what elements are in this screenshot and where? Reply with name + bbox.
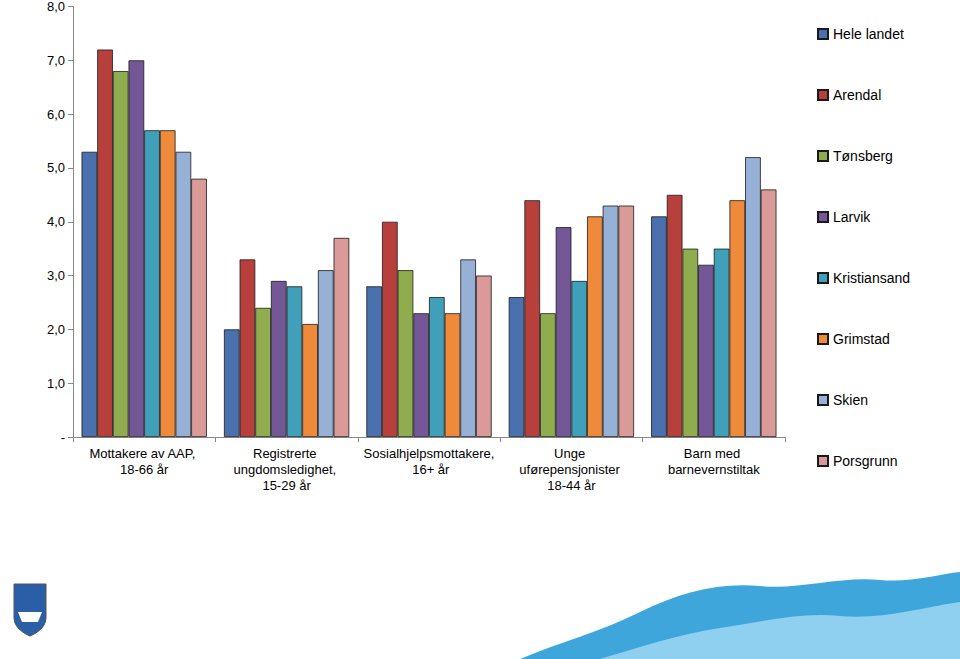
svg-text:uførepensjonister: uførepensjonister — [519, 462, 623, 477]
svg-text:Barn med: Barn med — [684, 446, 744, 461]
svg-text:Mottakere av AAP,: Mottakere av AAP, — [89, 446, 199, 461]
svg-text:3,0: 3,0 — [47, 268, 65, 283]
svg-text:Porsgrunn: Porsgrunn — [833, 453, 898, 469]
svg-text:-: - — [61, 430, 65, 445]
svg-text:16+ år: 16+ år — [409, 462, 451, 477]
svg-text:Sosialhjelpsmottakere,: Sosialhjelpsmottakere, — [364, 446, 495, 461]
svg-text:6,0: 6,0 — [47, 107, 65, 122]
svg-text:7,0: 7,0 — [47, 53, 65, 68]
svg-text:barnevernstiltak: barnevernstiltak — [668, 462, 760, 477]
svg-text:Unge: Unge — [554, 446, 589, 461]
svg-text:Tønsberg: Tønsberg — [833, 148, 893, 164]
svg-text:4,0: 4,0 — [47, 214, 65, 229]
svg-text:Hele landet: Hele landet — [833, 26, 904, 42]
svg-text:Registrerte: Registrerte — [253, 446, 320, 461]
svg-text:18-66 år: 18-66 år — [120, 462, 169, 477]
svg-text:Grimstad: Grimstad — [833, 331, 890, 347]
svg-text:18-44 år: 18-44 år — [547, 478, 596, 493]
svg-text:15-29 år: 15-29 år — [262, 478, 311, 493]
svg-text:1,0: 1,0 — [47, 376, 65, 391]
svg-text:5,0: 5,0 — [47, 160, 65, 175]
svg-text:Kristiansand: Kristiansand — [833, 270, 910, 286]
svg-text:8,0: 8,0 — [47, 0, 65, 14]
svg-text:Larvik: Larvik — [833, 209, 871, 225]
svg-text:Skien: Skien — [833, 392, 868, 408]
svg-text:2,0: 2,0 — [47, 322, 65, 337]
svg-text:Arendal: Arendal — [833, 87, 881, 103]
svg-text:ungdomsledighet,: ungdomsledighet, — [233, 462, 339, 477]
